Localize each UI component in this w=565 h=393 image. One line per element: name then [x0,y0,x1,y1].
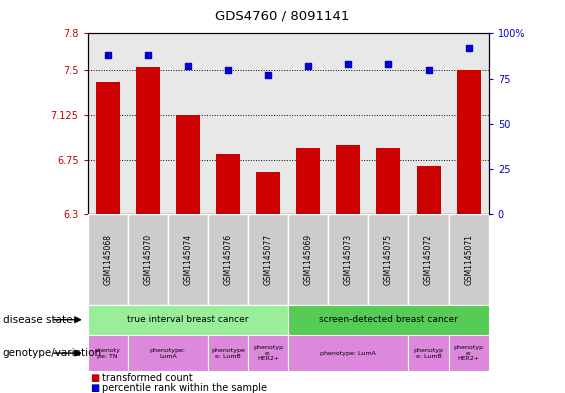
Text: phenotype
e: LumB: phenotype e: LumB [211,348,245,358]
Bar [408,214,449,305]
Bar [95,82,120,214]
Text: GSM1145075: GSM1145075 [384,234,393,285]
Bar [88,335,128,371]
Text: GSM1145070: GSM1145070 [144,234,152,285]
Text: phenotyp
e:
HER2+: phenotyp e: HER2+ [454,345,484,362]
Point [264,72,273,78]
Point [103,52,112,58]
Bar [408,335,449,371]
Bar [128,335,208,371]
Bar [168,214,208,305]
Text: GSM1145076: GSM1145076 [224,234,232,285]
Point [224,66,233,73]
Text: ■: ■ [90,373,99,383]
Text: ■: ■ [90,383,99,393]
Bar [216,154,240,214]
Text: GSM1145073: GSM1145073 [344,234,353,285]
Bar [288,305,489,335]
Text: phenotyp
e:
HER2+: phenotyp e: HER2+ [253,345,283,362]
Point [464,45,473,51]
Point [344,61,353,67]
Text: true interval breast cancer: true interval breast cancer [127,315,249,324]
Text: percentile rank within the sample: percentile rank within the sample [102,383,267,393]
Bar [248,214,288,305]
Bar [368,214,408,305]
Text: disease state: disease state [3,315,72,325]
Point [304,63,313,69]
Bar [128,214,168,305]
Point [144,52,153,58]
Bar [336,145,360,214]
Text: phenoty
pe: TN: phenoty pe: TN [94,348,121,358]
Text: GSM1145074: GSM1145074 [184,234,192,285]
Text: genotype/variation: genotype/variation [3,348,102,358]
Text: GSM1145069: GSM1145069 [304,234,312,285]
Text: GSM1145068: GSM1145068 [103,234,112,285]
Text: phenotyp
e: LumB: phenotyp e: LumB [414,348,444,358]
Bar [256,172,280,214]
Text: screen-detected breast cancer: screen-detected breast cancer [319,315,458,324]
Bar [288,214,328,305]
Bar [449,214,489,305]
Bar [296,148,320,214]
Text: phenotype: LumA: phenotype: LumA [320,351,376,356]
Point [424,66,433,73]
Bar [208,214,248,305]
Bar [457,70,481,214]
Bar [208,335,248,371]
Bar [416,166,441,214]
Bar [88,305,288,335]
Text: transformed count: transformed count [102,373,193,383]
Bar [376,148,401,214]
Bar [176,115,200,214]
Text: GSM1145071: GSM1145071 [464,234,473,285]
Text: GSM1145072: GSM1145072 [424,234,433,285]
Bar [328,214,368,305]
Bar [136,67,160,214]
Bar [449,335,489,371]
Point [184,63,193,69]
Bar [288,335,408,371]
Bar [88,214,128,305]
Text: GSM1145077: GSM1145077 [264,234,272,285]
Text: GDS4760 / 8091141: GDS4760 / 8091141 [215,10,350,23]
Point [384,61,393,67]
Bar [248,335,288,371]
Text: phenotype:
LumA: phenotype: LumA [150,348,186,358]
